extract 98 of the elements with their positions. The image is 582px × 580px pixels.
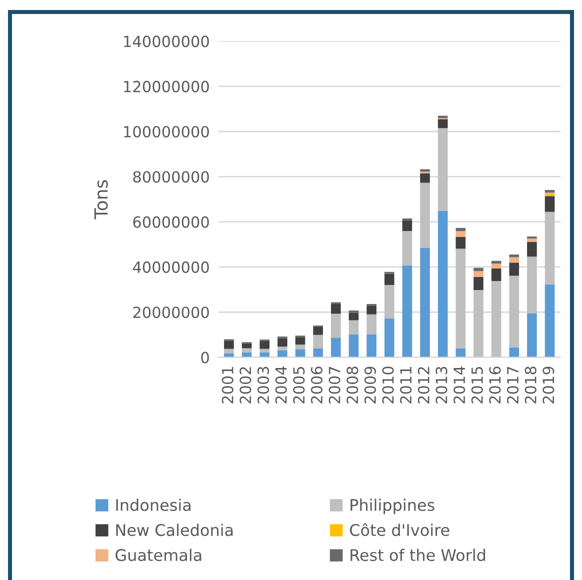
bar	[527, 236, 537, 239]
bar	[402, 231, 412, 266]
legend-label: Philippines	[350, 498, 434, 514]
bar	[260, 340, 270, 349]
y-tick-label: 40000000	[132, 261, 209, 273]
bar	[278, 346, 288, 351]
bar	[456, 231, 466, 237]
y-tick-label: 20000000	[133, 306, 209, 318]
bar	[527, 242, 537, 257]
bar	[420, 182, 430, 248]
x-tick-label: 2003	[257, 366, 270, 404]
bar	[509, 276, 520, 348]
bar	[544, 193, 555, 196]
bar	[384, 274, 394, 286]
bar	[348, 320, 359, 334]
y-tick-label: 60000000	[133, 216, 209, 228]
bar	[474, 271, 484, 277]
bar	[544, 190, 555, 193]
bar	[456, 236, 466, 249]
y-axis-title: Tons	[94, 180, 108, 220]
x-tick-label: 2012	[418, 367, 430, 404]
bar	[491, 260, 502, 264]
x-tick-label: 2010	[382, 366, 394, 404]
x-tick-label: 2005	[293, 366, 305, 404]
y-tick-label: 0	[201, 352, 209, 364]
bar	[474, 268, 484, 272]
bar	[456, 348, 466, 358]
bar	[330, 314, 341, 338]
bar	[544, 212, 555, 284]
bar	[313, 326, 323, 335]
bar	[313, 334, 323, 348]
bar	[348, 312, 359, 320]
x-tick-label: 2017	[507, 366, 519, 404]
bar	[384, 318, 394, 358]
bar	[278, 338, 288, 347]
x-tick-label: 2009	[364, 366, 376, 404]
x-tick-label: 2013	[436, 366, 448, 404]
y-tick-label: 80000000	[133, 171, 209, 183]
bar	[295, 344, 306, 350]
bar	[509, 262, 520, 276]
bar	[509, 257, 520, 263]
bar	[438, 210, 448, 358]
bar	[402, 265, 412, 358]
bar	[366, 314, 376, 334]
bar	[330, 338, 341, 358]
bar	[491, 264, 502, 269]
bar	[474, 290, 484, 358]
bar	[278, 350, 288, 358]
x-tick-label: 2011	[400, 367, 412, 404]
bar	[544, 196, 555, 212]
bar	[438, 119, 448, 128]
bar	[366, 304, 376, 306]
bar	[242, 348, 252, 352]
bar	[260, 348, 270, 352]
bar	[366, 306, 376, 314]
x-tick-label: 2016	[489, 366, 501, 404]
x-tick-label: 2007	[328, 366, 340, 404]
y-tick-label: 140000000	[124, 36, 209, 48]
legend-label: Guatemala	[116, 548, 202, 562]
bar	[509, 254, 520, 258]
bar	[527, 256, 537, 314]
bar	[491, 268, 502, 281]
y-tick-label: 120000000	[124, 80, 209, 92]
x-tick-label: 2008	[346, 366, 358, 404]
bar	[544, 284, 555, 358]
y-tick-label: 100000000	[124, 126, 209, 138]
legend-label: Indonesia	[116, 498, 190, 512]
bar	[474, 276, 484, 290]
bar	[420, 169, 430, 172]
x-tick-label: 2006	[310, 366, 322, 404]
legend-label: New Caledonia	[116, 524, 233, 536]
bar	[313, 348, 323, 358]
x-tick-label: 2002	[240, 367, 252, 404]
x-tick-label: 2004	[275, 366, 287, 404]
legend-label: Rest of the World	[350, 548, 486, 562]
bar	[456, 228, 466, 232]
bar	[348, 334, 359, 358]
x-tick-label: 2018	[524, 366, 536, 404]
bar	[384, 285, 394, 318]
bar	[224, 340, 234, 349]
bar	[509, 347, 520, 358]
bar	[402, 220, 412, 232]
bar	[527, 238, 537, 242]
x-tick-label: 2014	[454, 366, 466, 404]
bar	[420, 173, 430, 183]
bar	[527, 313, 537, 358]
bar	[456, 248, 466, 348]
bar	[491, 280, 502, 358]
x-tick-label: 2015	[471, 366, 483, 404]
bar	[295, 337, 306, 345]
x-tick-label: 2019	[542, 366, 554, 404]
bar	[224, 348, 234, 354]
x-tick-label: 2001	[222, 367, 234, 404]
bar	[330, 304, 341, 314]
bar	[420, 248, 430, 358]
legend-label: Côte d'Ivoire	[350, 523, 450, 536]
bar	[366, 334, 376, 358]
bar	[438, 128, 448, 211]
